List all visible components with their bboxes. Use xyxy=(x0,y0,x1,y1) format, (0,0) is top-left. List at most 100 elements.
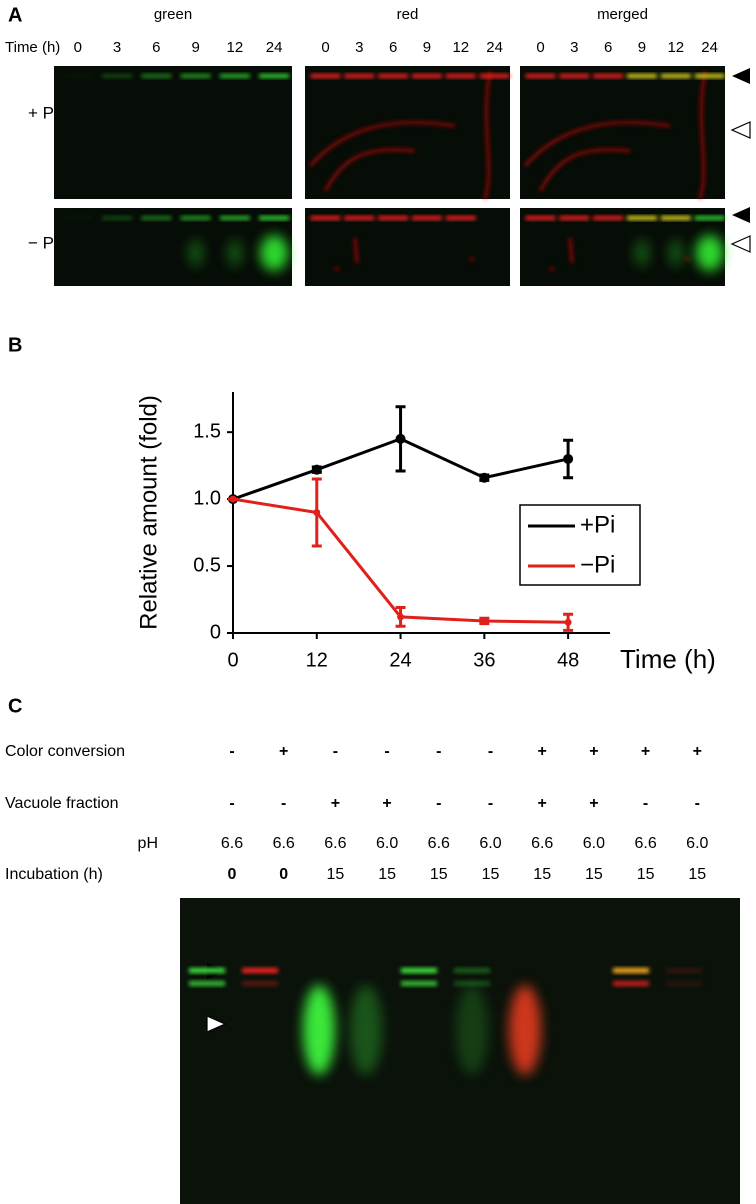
smear xyxy=(226,239,243,267)
red-streak xyxy=(334,237,475,272)
row-label: Color conversion xyxy=(5,743,125,760)
smear xyxy=(633,239,650,267)
band xyxy=(411,216,442,220)
band xyxy=(525,216,556,220)
row-value: + xyxy=(589,743,598,760)
lane-label: 6 xyxy=(604,39,612,56)
point xyxy=(480,617,488,625)
panel-label: B xyxy=(8,334,22,356)
row-value: 6.6 xyxy=(428,835,450,852)
row-value: 6.0 xyxy=(376,835,398,852)
band xyxy=(180,74,211,78)
smear xyxy=(695,235,724,271)
band xyxy=(593,216,624,220)
condition-label: + Pi xyxy=(28,103,58,122)
band xyxy=(401,968,437,973)
y-tick-label: 1.0 xyxy=(193,487,221,509)
row-label: pH xyxy=(138,835,158,852)
y-tick-label: 0 xyxy=(210,621,221,643)
row-value: + xyxy=(382,795,391,812)
smear xyxy=(350,985,382,1075)
band xyxy=(62,74,93,78)
band xyxy=(141,74,172,78)
row-value: 15 xyxy=(533,866,551,883)
band xyxy=(660,74,691,78)
gel-image xyxy=(180,898,740,1204)
row-value: 6.0 xyxy=(583,835,605,852)
lane-label: 3 xyxy=(355,39,363,56)
lane-label: 3 xyxy=(113,39,121,56)
line-chart: 0 0.5 1.0 1.5 0 12 24 36 48 Time (h) Relative amou… xyxy=(135,392,716,674)
point xyxy=(311,464,322,475)
band xyxy=(189,981,225,986)
row-value: 6.6 xyxy=(324,835,346,852)
band xyxy=(259,74,290,78)
gel-panel xyxy=(54,66,292,199)
row-label: Incubation (h) xyxy=(5,866,103,883)
red-streak xyxy=(523,70,707,200)
row-value: - xyxy=(333,743,338,760)
channel-label: red xyxy=(397,6,419,23)
row-value: 6.6 xyxy=(634,835,656,852)
band xyxy=(310,216,341,220)
row-value: - xyxy=(695,795,700,812)
row-value: + xyxy=(331,795,340,812)
band xyxy=(445,216,476,220)
row-value: - xyxy=(488,743,493,760)
row-value: 6.6 xyxy=(273,835,295,852)
lane-label: 24 xyxy=(701,39,718,56)
smear xyxy=(187,239,204,267)
smear xyxy=(667,239,684,267)
gel-panel xyxy=(54,208,292,286)
row-value: + xyxy=(538,795,547,812)
legend-label: +Pi xyxy=(580,511,615,538)
row-value: - xyxy=(229,795,234,812)
channel-label: green xyxy=(154,6,192,23)
band xyxy=(479,74,510,78)
band xyxy=(660,216,691,220)
x-axis-title: Time (h) xyxy=(620,644,716,674)
row-value: - xyxy=(643,795,648,812)
point xyxy=(395,433,406,444)
row-value: + xyxy=(279,743,288,760)
row-value: 15 xyxy=(430,866,448,883)
band xyxy=(613,968,649,973)
band xyxy=(401,981,437,986)
smear xyxy=(509,985,541,1075)
lane-label: 24 xyxy=(486,39,503,56)
band xyxy=(666,968,702,973)
row-value: - xyxy=(488,795,493,812)
band xyxy=(189,968,225,973)
band xyxy=(102,216,133,220)
row-value: - xyxy=(436,795,441,812)
band xyxy=(180,216,211,220)
row-value: 15 xyxy=(637,866,655,883)
x-tick-label: 24 xyxy=(389,649,411,671)
row-value: 6.6 xyxy=(531,835,553,852)
row-value: 6.0 xyxy=(479,835,501,852)
band xyxy=(694,74,725,78)
band xyxy=(559,216,590,220)
lane-label: 9 xyxy=(638,39,646,56)
band xyxy=(666,981,702,986)
row-value: + xyxy=(693,743,702,760)
series-line xyxy=(232,497,569,624)
lane-label: 9 xyxy=(191,39,199,56)
smear xyxy=(260,235,289,271)
row-label: Vacuole fraction xyxy=(5,795,119,812)
point xyxy=(563,453,574,464)
row-value: 15 xyxy=(482,866,500,883)
band xyxy=(454,968,490,973)
row-value: 6.0 xyxy=(686,835,708,852)
gel-panel xyxy=(520,66,725,199)
lane-label: 3 xyxy=(570,39,578,56)
lane-label: 6 xyxy=(389,39,397,56)
smear xyxy=(303,985,335,1075)
band xyxy=(411,74,442,78)
smear xyxy=(456,985,488,1075)
lane-label: 12 xyxy=(667,39,684,56)
x-tick-label: 0 xyxy=(227,649,238,671)
band xyxy=(242,968,278,973)
gel-panel xyxy=(305,208,510,286)
